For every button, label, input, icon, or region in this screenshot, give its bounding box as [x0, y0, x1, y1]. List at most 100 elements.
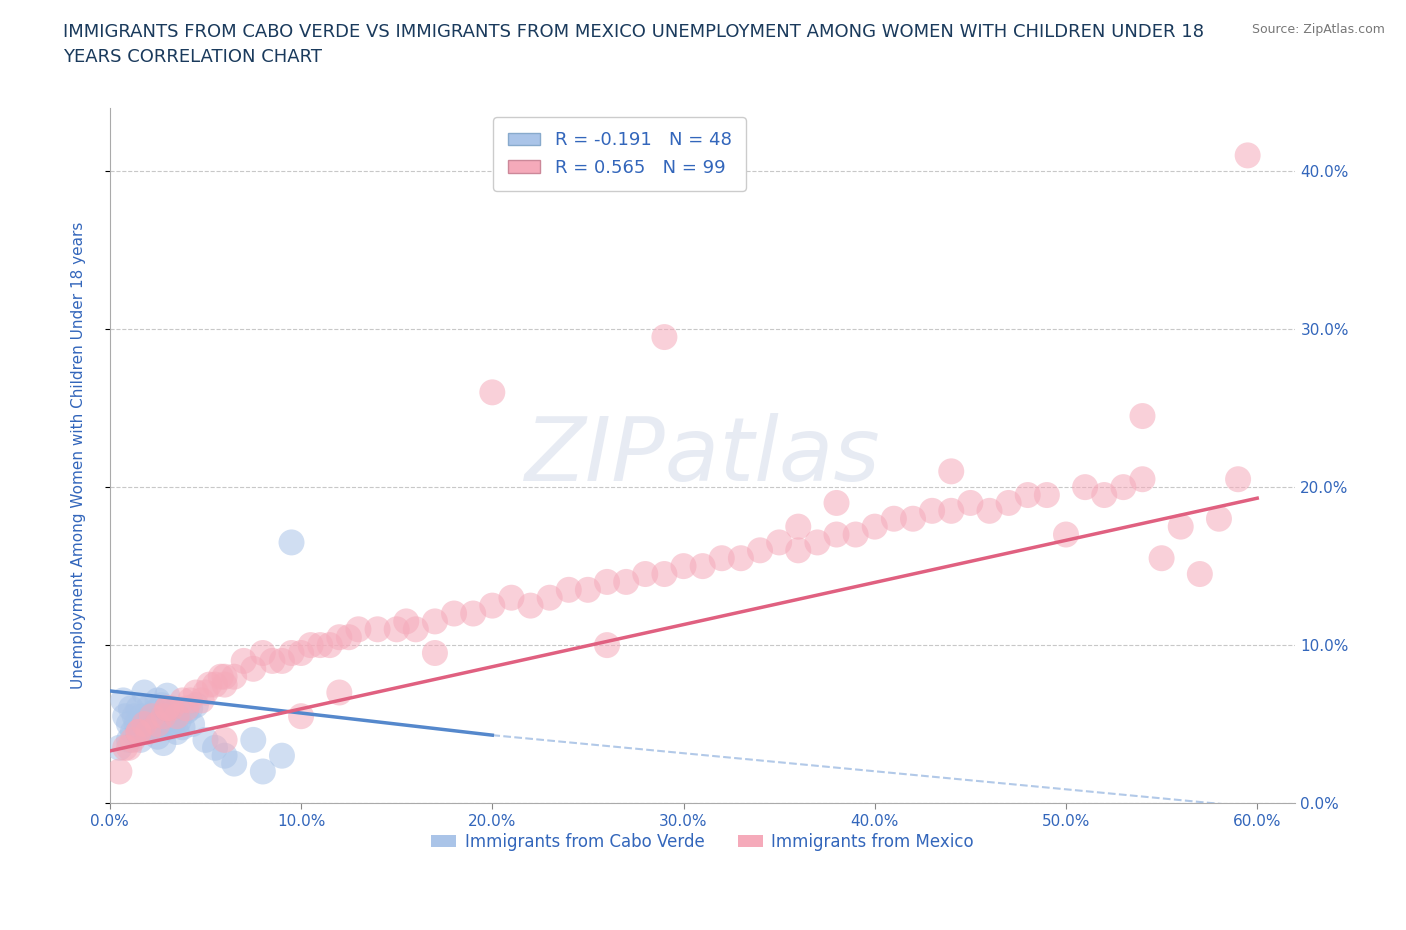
Point [146, 717, 169, 732]
Point [1092, 487, 1115, 502]
Point [204, 740, 226, 755]
Point [172, 720, 194, 735]
Point [146, 729, 169, 744]
Point [156, 688, 179, 703]
Point [385, 622, 408, 637]
Point [112, 693, 135, 708]
Point [214, 749, 236, 764]
Point [481, 598, 503, 613]
Point [730, 551, 752, 565]
Point [141, 709, 163, 724]
Point [654, 329, 676, 344]
Point [146, 693, 169, 708]
Point [979, 503, 1001, 518]
Point [124, 709, 146, 724]
Point [194, 733, 217, 748]
Point [108, 740, 131, 755]
Point [290, 645, 312, 660]
Point [1227, 472, 1250, 486]
Point [481, 385, 503, 400]
Y-axis label: Unemployment Among Women with Children Under 18 years: Unemployment Among Women with Children U… [72, 222, 86, 689]
Point [157, 720, 180, 735]
Point [1054, 527, 1077, 542]
Point [941, 503, 963, 518]
Point [118, 740, 141, 755]
Point [463, 606, 485, 621]
Point [941, 464, 963, 479]
Point [120, 701, 142, 716]
Point [242, 733, 264, 748]
Point [347, 622, 370, 637]
Point [176, 701, 198, 716]
Point [194, 685, 217, 700]
Point [129, 733, 152, 748]
Point [114, 709, 136, 724]
Point [405, 622, 427, 637]
Point [519, 598, 541, 613]
Point [139, 709, 162, 724]
Point [280, 535, 302, 550]
Point [156, 701, 179, 716]
Text: IMMIGRANTS FROM CABO VERDE VS IMMIGRANTS FROM MEXICO UNEMPLOYMENT AMONG WOMEN WI: IMMIGRANTS FROM CABO VERDE VS IMMIGRANTS… [63, 23, 1205, 66]
Point [179, 693, 201, 708]
Point [1208, 512, 1230, 526]
Point [1188, 566, 1211, 581]
Point [160, 701, 183, 716]
Point [136, 701, 159, 716]
Point [1017, 487, 1039, 502]
Text: ZIPatlas: ZIPatlas [524, 413, 880, 498]
Point [128, 724, 150, 739]
Legend: Immigrants from Cabo Verde, Immigrants from Mexico: Immigrants from Cabo Verde, Immigrants f… [425, 826, 980, 857]
Point [136, 724, 159, 739]
Point [1112, 480, 1135, 495]
Point [328, 685, 350, 700]
Point [614, 575, 637, 590]
Point [121, 724, 143, 739]
Point [242, 661, 264, 676]
Point [768, 535, 790, 550]
Point [179, 701, 201, 716]
Point [224, 756, 246, 771]
Point [145, 704, 167, 719]
Point [959, 496, 981, 511]
Point [787, 519, 810, 534]
Point [176, 704, 198, 719]
Point [443, 606, 465, 621]
Point [156, 701, 179, 716]
Point [184, 685, 207, 700]
Point [280, 645, 302, 660]
Point [634, 566, 657, 581]
Point [252, 645, 274, 660]
Point [845, 527, 868, 542]
Text: Source: ZipAtlas.com: Source: ZipAtlas.com [1251, 23, 1385, 36]
Point [423, 645, 446, 660]
Point [163, 704, 186, 719]
Point [166, 724, 188, 739]
Point [1150, 551, 1173, 565]
Point [125, 717, 148, 732]
Point [155, 709, 177, 724]
Point [209, 670, 232, 684]
Point [806, 535, 828, 550]
Point [883, 512, 905, 526]
Point [328, 630, 350, 644]
Point [692, 559, 714, 574]
Point [901, 512, 924, 526]
Point [654, 566, 676, 581]
Point [596, 575, 619, 590]
Point [319, 638, 342, 653]
Point [114, 740, 136, 755]
Point [262, 654, 284, 669]
Point [1036, 487, 1059, 502]
Point [825, 496, 848, 511]
Point [224, 670, 246, 684]
Point [214, 677, 236, 692]
Point [118, 717, 141, 732]
Point [166, 709, 188, 724]
Point [787, 543, 810, 558]
Point [395, 614, 418, 629]
Point [135, 724, 157, 739]
Point [710, 551, 733, 565]
Point [299, 638, 322, 653]
Point [309, 638, 332, 653]
